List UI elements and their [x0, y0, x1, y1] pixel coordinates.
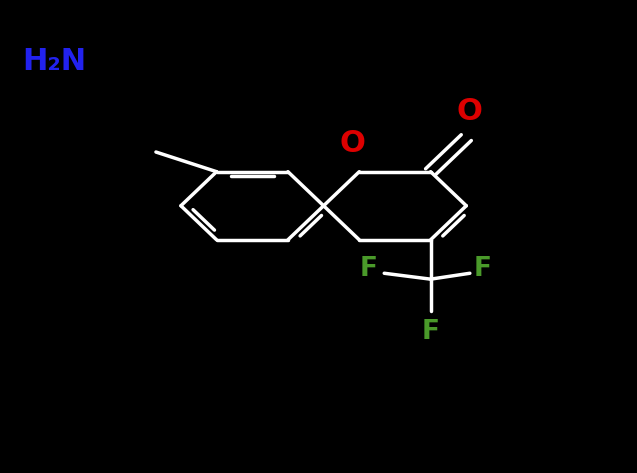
Text: F: F: [422, 319, 440, 345]
Text: F: F: [473, 255, 492, 281]
Text: F: F: [359, 255, 377, 281]
Text: O: O: [457, 97, 482, 126]
Text: O: O: [340, 129, 366, 158]
Text: H₂N: H₂N: [22, 47, 86, 76]
